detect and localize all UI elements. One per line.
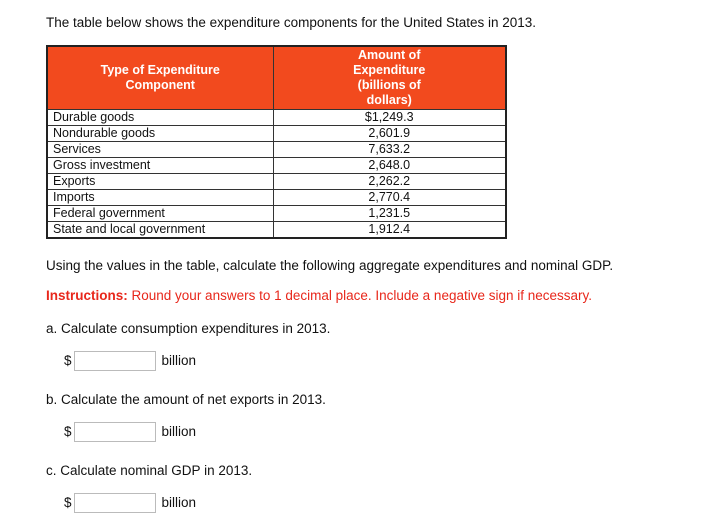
amount-cell: 2,601.9 bbox=[272, 125, 507, 142]
amount-cell: $1,249.3 bbox=[272, 109, 507, 126]
intro-text: The table below shows the expenditure co… bbox=[46, 15, 537, 30]
table-row: Gross investment 2,648.0 bbox=[46, 157, 507, 174]
dollar-sign: $ bbox=[64, 353, 72, 368]
instructions-text: Round your answers to 1 decimal place. I… bbox=[127, 288, 593, 303]
amount-cell: 1,912.4 bbox=[272, 221, 507, 239]
table-row: State and local government 1,912.4 bbox=[46, 221, 507, 239]
expenditure-table: Type of Expenditure Component Amount of … bbox=[46, 45, 507, 239]
answer-c: $ billion bbox=[64, 493, 728, 513]
unit-label: billion bbox=[161, 495, 197, 510]
type-cell: Nondurable goods bbox=[46, 125, 274, 142]
dollar-sign: $ bbox=[64, 424, 72, 439]
answer-b: $ billion bbox=[64, 422, 728, 442]
type-cell: Services bbox=[46, 141, 274, 158]
amount-cell: 7,633.2 bbox=[272, 141, 507, 158]
question-c: c. Calculate nominal GDP in 2013. bbox=[46, 463, 253, 478]
answer-a-input[interactable] bbox=[73, 351, 156, 371]
type-cell: State and local government bbox=[46, 221, 274, 239]
type-cell: Gross investment bbox=[46, 157, 274, 174]
type-cell: Federal government bbox=[46, 205, 274, 222]
table-row: Federal government 1,231.5 bbox=[46, 205, 507, 222]
table-row: Services 7,633.2 bbox=[46, 141, 507, 158]
amount-cell: 2,262.2 bbox=[272, 173, 507, 190]
type-cell: Durable goods bbox=[46, 109, 274, 126]
amount-cell: 1,231.5 bbox=[272, 205, 507, 222]
header-amount: Amount of Expenditure (billions of dolla… bbox=[272, 45, 507, 110]
table-header-row: Type of Expenditure Component Amount of … bbox=[46, 45, 507, 110]
unit-label: billion bbox=[161, 424, 197, 439]
header-type: Type of Expenditure Component bbox=[46, 45, 274, 110]
table-row: Imports 2,770.4 bbox=[46, 189, 507, 206]
amount-cell: 2,648.0 bbox=[272, 157, 507, 174]
answer-a: $ billion bbox=[64, 351, 728, 371]
answer-c-input[interactable] bbox=[73, 493, 156, 513]
type-cell: Imports bbox=[46, 189, 274, 206]
table-row: Exports 2,262.2 bbox=[46, 173, 507, 190]
amount-cell: 2,770.4 bbox=[272, 189, 507, 206]
instructions-label: Instructions: bbox=[46, 288, 128, 303]
dollar-sign: $ bbox=[64, 495, 72, 510]
question-a: a. Calculate consumption expenditures in… bbox=[46, 321, 331, 336]
answer-b-input[interactable] bbox=[73, 422, 156, 442]
instructions: Instructions: Round your answers to 1 de… bbox=[46, 287, 728, 304]
unit-label: billion bbox=[161, 353, 197, 368]
type-cell: Exports bbox=[46, 173, 274, 190]
prompt-text: Using the values in the table, calculate… bbox=[46, 258, 614, 273]
question-b: b. Calculate the amount of net exports i… bbox=[46, 392, 326, 407]
table-row: Durable goods $1,249.3 bbox=[46, 109, 507, 126]
table-row: Nondurable goods 2,601.9 bbox=[46, 125, 507, 142]
